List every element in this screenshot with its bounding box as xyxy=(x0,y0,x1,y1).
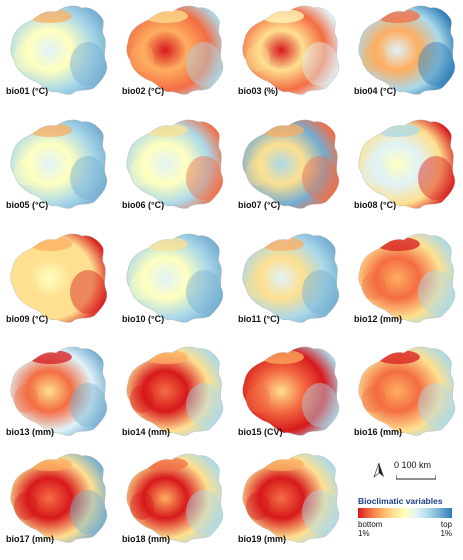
map-label-bio11: bio11 (°C) xyxy=(238,314,280,324)
map-panel-bio07: bio07 (°C) xyxy=(234,116,346,226)
map-panel-bio17: bio17 (mm) xyxy=(2,450,114,560)
map-label-bio02: bio02 (°C) xyxy=(122,86,165,96)
map-image-bio15 xyxy=(242,346,340,436)
map-label-bio17: bio17 (mm) xyxy=(6,534,55,544)
map-label-bio19: bio19 (mm) xyxy=(238,534,287,544)
legend-bottom-label: bottom 1% xyxy=(358,520,382,538)
map-image-bio03 xyxy=(242,5,340,95)
map-panel-bio09: bio09 (°C) xyxy=(2,230,114,340)
scale-label: 0 100 km xyxy=(394,460,432,470)
map-label-bio13: bio13 (mm) xyxy=(6,427,55,437)
map-image-bio01 xyxy=(10,5,108,95)
map-label-bio03: bio03 (%) xyxy=(238,86,279,96)
map-label-bio14: bio14 (mm) xyxy=(122,427,171,437)
map-image-bio08 xyxy=(358,119,456,209)
map-panel-bio01: bio01 (°C) xyxy=(2,2,114,112)
map-panel-bio02: bio02 (°C) xyxy=(118,2,230,112)
map-image-bio06 xyxy=(126,119,224,209)
scale-bar xyxy=(396,475,436,480)
map-panel-bio16: bio16 (mm) xyxy=(350,343,462,453)
map-panel-bio08: bio08 (°C) xyxy=(350,116,462,226)
map-image-bio12 xyxy=(358,233,456,323)
legend-top-pct: 1% xyxy=(440,529,452,538)
map-label-bio01: bio01 (°C) xyxy=(6,86,49,96)
legend-title: Bioclimatic variables xyxy=(358,496,443,506)
map-panel-bio15: bio15 (CV) xyxy=(234,343,346,453)
map-label-bio15: bio15 (CV) xyxy=(238,427,283,437)
map-label-bio04: bio04 (°C) xyxy=(354,86,397,96)
map-label-bio09: bio09 (°C) xyxy=(6,314,49,324)
map-panel-bio19: bio19 (mm) xyxy=(234,450,346,560)
map-image-bio05 xyxy=(10,119,108,209)
map-image-bio04 xyxy=(358,5,456,95)
map-panel-bio18: bio18 (mm) xyxy=(118,450,230,560)
map-label-bio07: bio07 (°C) xyxy=(238,200,281,210)
map-label-bio12: bio12 (mm) xyxy=(354,314,403,324)
map-panel-bio14: bio14 (mm) xyxy=(118,343,230,453)
map-panel-bio05: bio05 (°C) xyxy=(2,116,114,226)
map-panel-bio10: bio10 (°C) xyxy=(118,230,230,340)
map-label-bio06: bio06 (°C) xyxy=(122,200,165,210)
map-panel-bio06: bio06 (°C) xyxy=(118,116,230,226)
legend-top-label: top 1% xyxy=(430,520,452,538)
map-image-bio14 xyxy=(126,346,224,436)
map-image-bio11 xyxy=(242,233,340,323)
map-panel-bio03: bio03 (%) xyxy=(234,2,346,112)
north-arrow-icon xyxy=(373,462,384,478)
legend-top-text: top xyxy=(440,520,452,529)
map-image-bio02 xyxy=(126,5,224,95)
map-image-bio16 xyxy=(358,346,456,436)
legend: 0 100 km Bioclimatic variables bottom 1%… xyxy=(352,460,462,550)
map-image-bio18 xyxy=(126,453,224,543)
map-label-bio16: bio16 (mm) xyxy=(354,427,403,437)
map-image-bio13 xyxy=(10,346,108,436)
map-image-bio17 xyxy=(10,453,108,543)
map-image-bio10 xyxy=(126,233,224,323)
map-image-bio09 xyxy=(10,233,108,323)
map-image-bio19 xyxy=(242,453,340,543)
map-image-bio07 xyxy=(242,119,340,209)
legend-bottom-text: bottom xyxy=(358,520,383,529)
map-label-bio08: bio08 (°C) xyxy=(354,200,397,210)
map-panel-bio04: bio04 (°C) xyxy=(350,2,462,112)
map-label-bio18: bio18 (mm) xyxy=(122,534,171,544)
color-ramp xyxy=(358,508,452,518)
map-panel-bio11: bio11 (°C) xyxy=(234,230,346,340)
map-panel-bio13: bio13 (mm) xyxy=(2,343,114,453)
map-label-bio05: bio05 (°C) xyxy=(6,200,49,210)
map-panel-bio12: bio12 (mm) xyxy=(350,230,462,340)
legend-bottom-pct: 1% xyxy=(358,529,370,538)
map-label-bio10: bio10 (°C) xyxy=(122,314,165,324)
